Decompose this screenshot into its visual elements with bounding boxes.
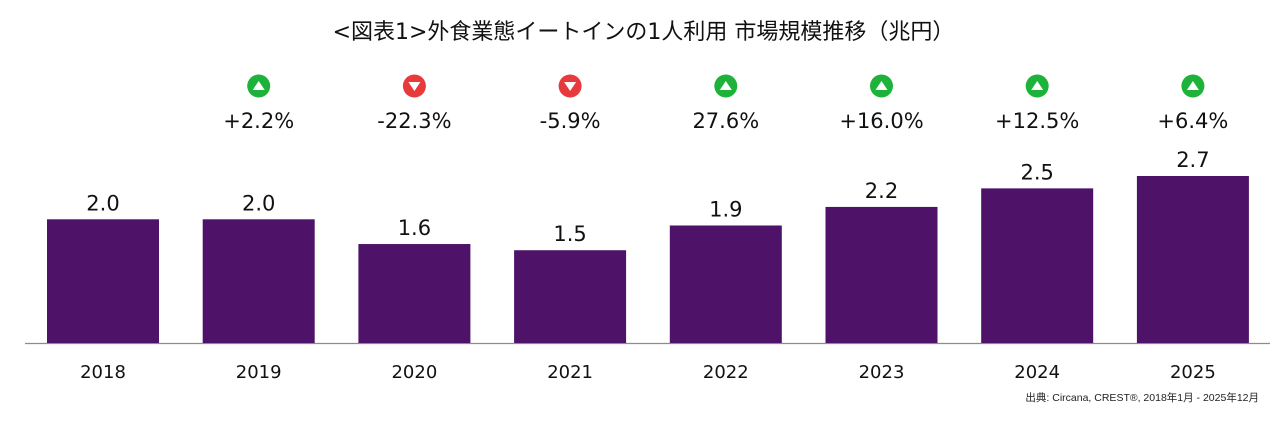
x-tick-label-2025: 2025: [1170, 362, 1216, 383]
triangle-up-icon-2022: [719, 81, 732, 90]
triangle-up-icon-2025: [1186, 81, 1199, 90]
bar-2020: [358, 244, 471, 343]
bar-2018: [47, 219, 159, 343]
triangle-up-icon-2019: [252, 81, 265, 90]
change-label-2020: -22.3%: [377, 109, 451, 133]
change-label-2021: -5.9%: [540, 109, 601, 133]
data-label-2025: 2.7: [1176, 148, 1209, 172]
change-label-2025: +6.4%: [1157, 109, 1228, 133]
data-label-2022: 1.9: [709, 197, 742, 221]
bar-2022: [669, 225, 782, 343]
data-label-2024: 2.5: [1020, 160, 1053, 184]
chart-title: <図表1>外食業態イートインの1人利用 市場規模推移（兆円）: [332, 20, 955, 45]
data-label-2018: 2.0: [86, 191, 119, 215]
bar-2025: [1136, 176, 1249, 343]
x-tick-label-2020: 2020: [391, 362, 437, 383]
change-label-2024: +12.5%: [995, 109, 1079, 133]
x-tick-label-2024: 2024: [1014, 362, 1060, 383]
bar-2019: [202, 219, 315, 343]
triangle-up-icon-2023: [875, 81, 888, 90]
x-tick-label-2019: 2019: [236, 362, 282, 383]
bar-2024: [981, 188, 1094, 343]
data-label-2019: 2.0: [242, 191, 275, 215]
x-tick-label-2018: 2018: [80, 362, 126, 383]
change-label-2023: +16.0%: [839, 109, 923, 133]
x-tick-label-2023: 2023: [859, 362, 905, 383]
triangle-down-icon-2021: [564, 82, 577, 91]
x-tick-label-2021: 2021: [547, 362, 593, 383]
change-label-2019: +2.2%: [223, 109, 294, 133]
bar-2021: [514, 250, 627, 343]
change-label-2022: 27.6%: [692, 109, 759, 133]
triangle-up-icon-2024: [1031, 81, 1044, 90]
bar-2023: [825, 206, 938, 343]
data-label-2020: 1.6: [398, 216, 431, 240]
data-label-2023: 2.2: [865, 179, 898, 203]
x-tick-label-2022: 2022: [703, 362, 749, 383]
source-note: 出典: Circana, CREST®, 2018年1月 - 2025年12月: [1025, 392, 1259, 404]
data-label-2021: 1.5: [553, 222, 586, 246]
triangle-down-icon-2020: [408, 82, 421, 91]
